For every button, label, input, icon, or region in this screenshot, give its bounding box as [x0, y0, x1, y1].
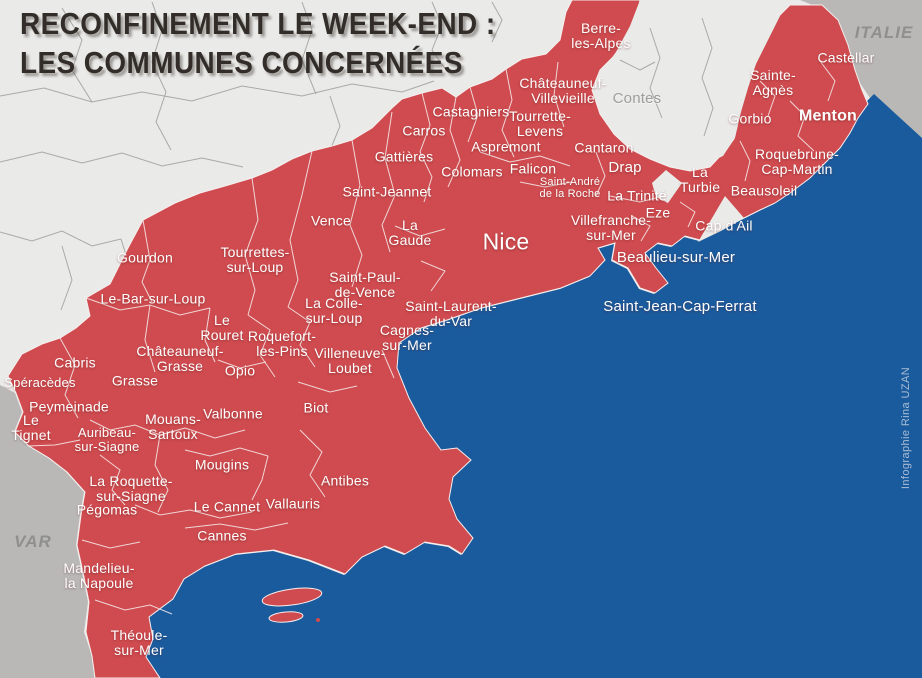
commune-label-biot: Biot [303, 399, 329, 416]
commune-label-saint-jeannet: Saint-Jeannet [342, 183, 432, 200]
commune-borders-confined [27, 60, 836, 615]
commune-label-saint-paul-de-vence: Saint-Paul-de-Vence [329, 269, 401, 300]
commune-label-eze: Eze [645, 204, 671, 221]
commune-label-auribeau-sur-siagne: Auribeau-sur-Siagne [74, 425, 140, 454]
commune-label-antibes: Antibes [320, 472, 370, 489]
commune-label-gattieres: Gattières [374, 148, 434, 165]
commune-label-la-turbie: La Turbie [679, 164, 721, 195]
commune-label-cantaron: Cantaron [574, 139, 634, 156]
monaco-gap-shape [698, 196, 744, 242]
commune-label-menton: Menton [798, 107, 858, 125]
contes-gap-borders [619, 17, 714, 137]
commune-label-cabris: Cabris [54, 354, 96, 371]
var-region-shape [0, 385, 98, 678]
commune-label-villefranche-sur-mer: Villefranche-sur-Mer [570, 212, 652, 243]
commune-label-le-cannet: Le Cannet [193, 498, 261, 515]
commune-label-colomars: Colomars [441, 163, 503, 180]
commune-label-cannes: Cannes [197, 527, 247, 544]
commune-label-castellar: Castellar [817, 49, 875, 66]
commune-label-saint-laurent-du-var: Saint-Laurent-du-Var [405, 298, 497, 329]
region-label-var: VAR [14, 532, 52, 551]
commune-label-theoule-sur-mer: Théoule-sur-Mer [110, 627, 168, 658]
commune-label-chateauneuf-villevieille: Châteauneuf- Villevieille [519, 75, 607, 106]
commune-label-cagnes-sur-mer: Cagnes-sur-Mer [379, 322, 435, 353]
commune-label-beaulieu-sur-mer: Beaulieu-sur-Mer [616, 248, 736, 266]
commune-label-la-roquette-sur-siagne: La Roquette-sur-Siagne [89, 473, 173, 504]
commune-label-le-rouret: Le Rouret [200, 312, 244, 343]
commune-label-saint-jean-cap-ferrat: Saint-Jean-Cap-Ferrat [603, 297, 757, 315]
contes-gap-shape [596, 0, 788, 167]
commune-label-cap-d-ail: Cap d'Ail [695, 217, 753, 234]
commune-label-pegomas: Pégomas [76, 501, 138, 518]
commune-label-nice: Nice [482, 228, 530, 255]
commune-label-la-gaude: La Gaude [388, 217, 432, 248]
italy-region-shape [800, 0, 922, 138]
commune-label-carros: Carros [402, 122, 446, 139]
commune-label-falicon: Falicon [509, 160, 557, 177]
trinite-gap-shape [652, 170, 682, 203]
commune-label-tourrette-levens: Tourrette- Levens [509, 108, 571, 139]
commune-label-peymeinade: Peymeinade [29, 398, 109, 415]
commune-label-vallauris: Vallauris [265, 495, 321, 512]
commune-label-grasse: Grasse [111, 372, 159, 389]
commune-label-la-colle-sur-loup: La Colle-sur-Loup [305, 295, 363, 326]
commune-label-roquebrune-cap-martin: Roquebrune- Cap-Martin [755, 146, 839, 177]
sea-shape [146, 94, 922, 678]
commune-label-tourrettes-sur-loup: Tourrettes-sur-Loup [220, 244, 290, 275]
commune-label-la-trinite: La Trinité [607, 187, 667, 204]
commune-label-le-bar-sur-loup: Le-Bar-sur-Loup [100, 290, 206, 307]
commune-label-roquefort-les-pins: Roquefort-les-Pins [247, 328, 317, 359]
commune-label-saint-andre-de-la-roche: Saint-André de la Roche [539, 176, 601, 200]
commune-label-le-tignet: Le Tignet [11, 412, 51, 443]
commune-label-berre-les-alpes: Berre-les-Alpes [571, 20, 631, 51]
region-label-italie: ITALIE [854, 23, 914, 42]
commune-label-contes: Contes [612, 89, 662, 107]
commune-label-drap: Drap [608, 158, 642, 176]
commune-label-beausoleil: Beausoleil [730, 182, 798, 199]
commune-label-valbonne: Valbonne [203, 405, 263, 422]
commune-label-villeneuve-loubet: Villeneuve- Loubet [314, 345, 386, 376]
commune-label-speracedes: Spéracèdes [4, 375, 76, 391]
commune-label-aspremont: Aspremont [471, 138, 541, 155]
commune-label-mandelieu-la-napoule: Mandelieu-la Napoule [63, 560, 135, 591]
map-title-line2: LES COMMUNES CONCERNÉES [20, 45, 463, 81]
commune-label-opio: Opio [224, 362, 256, 379]
commune-label-castagniers: Castagniers [432, 103, 510, 120]
commune-label-vence: Vence [311, 212, 351, 229]
map-title: RECONFINEMENT LE WEEK-END : LES COMMUNES… [20, 4, 496, 82]
commune-label-gorbio: Gorbio [728, 110, 772, 127]
commune-label-gourdon: Gourdon [117, 249, 173, 266]
credit-text: Infographie Rina UZAN [900, 366, 912, 490]
commune-label-mouans-sartoux: Mouans- Sartoux [145, 411, 201, 442]
commune-label-sainte-agnes: Sainte- Agnès [750, 67, 796, 98]
map-title-line1: RECONFINEMENT LE WEEK-END : [20, 6, 496, 41]
confined-communes-shape [7, 0, 869, 678]
commune-label-mougins: Mougins [194, 456, 250, 473]
commune-label-chateauneuf-grasse: Châteauneuf- Grasse [136, 343, 224, 374]
lerins-islands-icon [261, 587, 323, 623]
